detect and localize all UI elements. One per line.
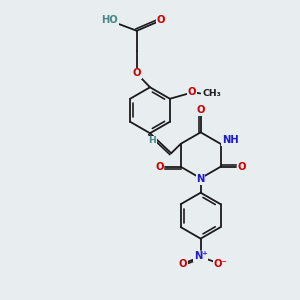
Text: O: O	[238, 162, 246, 172]
Text: HO: HO	[101, 15, 118, 26]
Text: O: O	[155, 162, 164, 172]
Text: O: O	[179, 259, 187, 269]
Text: N⁺: N⁺	[194, 251, 208, 261]
Text: NH: NH	[222, 135, 238, 145]
Text: N: N	[196, 174, 205, 184]
Text: O: O	[157, 15, 165, 26]
Text: CH₃: CH₃	[202, 89, 221, 98]
Text: H: H	[148, 136, 156, 146]
Text: O⁻: O⁻	[213, 259, 227, 269]
Text: O: O	[133, 68, 141, 78]
Text: O: O	[196, 105, 205, 115]
Text: O: O	[188, 87, 196, 97]
